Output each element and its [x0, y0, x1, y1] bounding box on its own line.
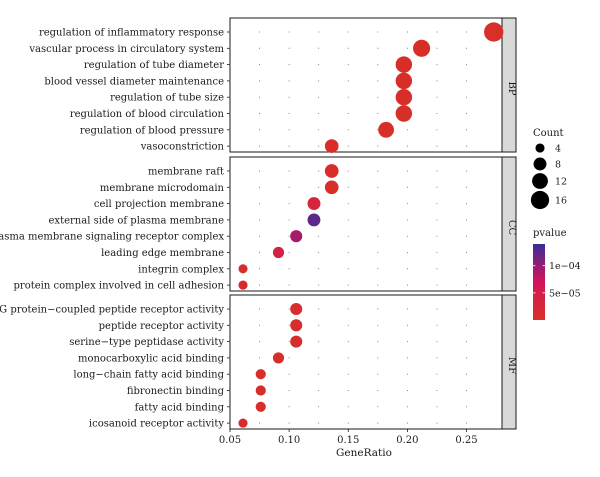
x-tick-label: 0.10: [278, 435, 300, 446]
count-legend-dot: [533, 157, 547, 171]
x-tick-label: 0.20: [396, 435, 418, 446]
data-point: [290, 335, 303, 348]
facet-strip-label: CC: [506, 220, 517, 236]
data-point: [255, 385, 266, 396]
data-point: [255, 369, 266, 380]
pvalue-legend-title: pvalue: [533, 228, 567, 239]
facet-panel-bp: BP regulation of inflammatory response vas…: [28, 17, 517, 153]
panel-border: [229, 294, 503, 430]
count-legend-label: 8: [555, 160, 561, 171]
term-label: regulation of blood pressure: [80, 125, 224, 136]
term-label: fatty acid binding: [135, 402, 225, 413]
term-label: regulation of blood circulation: [70, 109, 225, 120]
pvalue-colorbar: [533, 244, 545, 320]
data-point: [395, 56, 413, 73]
data-point: [272, 246, 285, 259]
term-label: integrin complex: [138, 264, 224, 275]
data-point: [307, 213, 321, 227]
x-tick-label: 0.05: [219, 435, 241, 446]
term-label: blood vessel diameter maintenance: [44, 76, 224, 87]
data-point: [484, 22, 504, 42]
facet-panel-mf: MF G protein−coupled peptide receptor act…: [0, 294, 517, 430]
term-label: plasma membrane signaling receptor compl…: [0, 232, 224, 243]
term-label: serine−type peptidase activity: [69, 337, 224, 348]
colorbar-tick-label: 1e−04: [549, 261, 581, 272]
x-axis: 0.05 0.10 0.15 0.20 0.25: [219, 429, 478, 446]
x-tick-label: 0.25: [455, 435, 477, 446]
term-label: peptide receptor activity: [99, 321, 225, 332]
count-legend: Count 4 8 12 16: [530, 128, 567, 210]
data-point: [378, 121, 395, 138]
term-label: G protein−coupled peptide receptor activ…: [0, 305, 224, 316]
facet-strip-label: MF: [506, 357, 517, 374]
x-tick-label: 0.15: [337, 435, 359, 446]
data-point: [395, 105, 413, 122]
facet-strip: [501, 294, 517, 430]
term-label: regulation of inflammatory response: [39, 28, 224, 39]
count-legend-dot: [530, 190, 550, 210]
term-label: regulation of tube size: [110, 93, 224, 104]
data-point: [290, 319, 303, 332]
term-label: membrane raft: [148, 167, 224, 178]
pvalue-legend: pvalue 5e−05 1e−04: [533, 228, 581, 320]
term-label: protein complex involved in cell adhesio…: [14, 281, 225, 292]
term-label: icosanoid receptor activity: [89, 419, 224, 430]
facet-panel-cc: CC membrane raft membrane microdomain cell …: [0, 156, 517, 292]
term-label: regulation of tube diameter: [84, 60, 224, 71]
count-legend-dot: [532, 173, 548, 189]
panel-border: [229, 156, 503, 292]
x-axis-title: GeneRatio: [336, 447, 392, 459]
data-point: [324, 139, 339, 153]
data-point: [307, 197, 321, 211]
data-point: [395, 72, 413, 90]
data-point: [272, 352, 285, 364]
data-point: [290, 302, 303, 316]
term-label: long−chain fatty acid binding: [73, 370, 224, 381]
data-point: [324, 164, 339, 178]
count-legend-title: Count: [533, 128, 564, 139]
term-label: fibronectin binding: [127, 386, 225, 397]
term-label: leading edge membrane: [101, 248, 224, 259]
data-point: [413, 39, 431, 57]
term-label: vasoconstriction: [140, 142, 225, 153]
data-point: [395, 88, 413, 106]
term-label: cell projection membrane: [94, 199, 224, 210]
count-legend-label: 4: [555, 144, 561, 155]
count-legend-label: 16: [555, 196, 567, 207]
facet-strip: [501, 156, 517, 292]
panels-layer: BP regulation of inflammatory response vas…: [0, 17, 517, 430]
data-point: [255, 401, 266, 412]
data-point: [238, 264, 248, 274]
term-label: external side of plasma membrane: [49, 215, 225, 226]
data-point: [324, 180, 339, 195]
panel-border: [229, 17, 503, 153]
data-point: [238, 418, 248, 428]
facet-strip: [501, 17, 517, 153]
count-legend-dot: [535, 143, 545, 153]
count-legend-label: 12: [555, 177, 567, 188]
data-point: [238, 280, 248, 290]
colorbar-tick-label: 5e−05: [549, 288, 581, 299]
term-label: monocarboxylic acid binding: [78, 353, 225, 364]
term-label: vascular process in circulatory system: [28, 44, 224, 55]
data-point: [290, 230, 303, 243]
term-label: membrane microdomain: [100, 183, 225, 194]
facet-strip-label: BP: [506, 81, 517, 95]
